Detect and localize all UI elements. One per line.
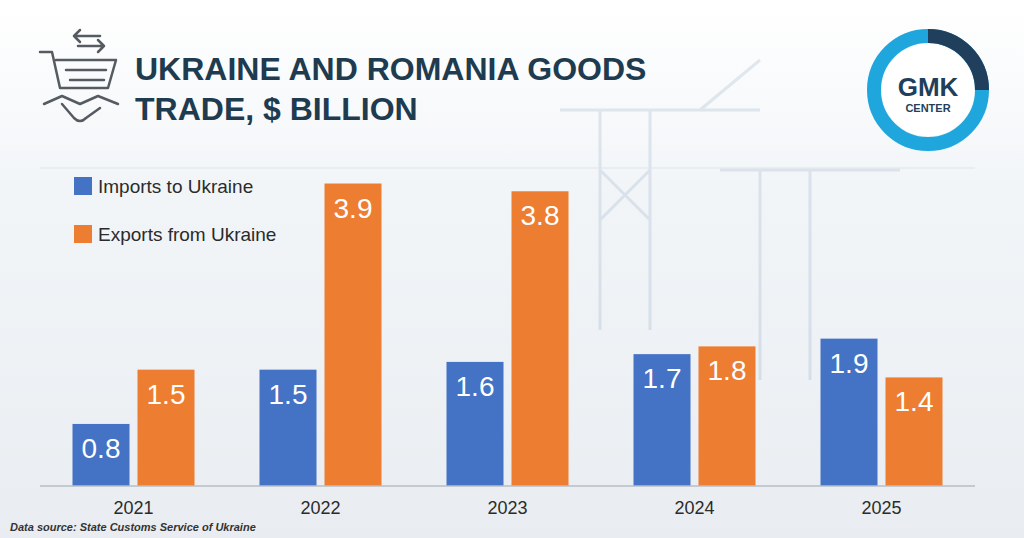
data-label: 1.5 — [147, 379, 186, 410]
x-tick-label: 2025 — [861, 498, 901, 518]
data-label: 1.9 — [830, 348, 869, 379]
background — [0, 0, 1024, 538]
bar — [73, 424, 130, 486]
bar — [886, 377, 943, 486]
bar — [634, 354, 691, 486]
source-note: Data source: State Customs Service of Uk… — [10, 521, 256, 533]
bars — [73, 184, 943, 486]
legend-swatch — [74, 177, 92, 195]
chart-root: UKRAINE AND ROMANIA GOODS TRADE, $ BILLIO… — [0, 0, 1024, 538]
bar — [512, 191, 569, 486]
crane — [560, 60, 760, 330]
logo-text: GMKCENTER — [898, 72, 959, 114]
title-line: UKRAINE AND ROMANIA GOODS — [135, 51, 646, 87]
x-tick-label: 2024 — [674, 498, 714, 518]
bar — [325, 184, 382, 486]
handshake — [44, 96, 118, 121]
data-label: 1.5 — [269, 379, 308, 410]
data-label: 1.8 — [708, 355, 747, 386]
arrows — [74, 30, 104, 52]
x-tick-label: 2023 — [487, 498, 527, 518]
title: UKRAINE AND ROMANIA GOODS TRADE, $ BILLIO… — [135, 51, 646, 127]
title-icon — [40, 30, 118, 121]
data-label: 3.8 — [521, 200, 560, 231]
logo-ring — [874, 36, 982, 144]
bar — [447, 362, 504, 486]
background-decoration — [560, 60, 900, 380]
legend-label: Exports from Ukraine — [98, 224, 276, 245]
logo-word: GMK — [898, 72, 959, 102]
data-labels: 0.8 1.5 1.5 3.9 1.6 3.8 1.7 1.8 1.9 1.4 — [82, 193, 934, 464]
title-line: TRADE, $ BILLION — [135, 91, 418, 127]
data-label: 1.6 — [456, 371, 495, 402]
cart — [40, 52, 116, 88]
logo-word: CENTER — [905, 102, 950, 114]
cart-lines — [66, 70, 106, 80]
logo-inner — [882, 44, 974, 136]
bar — [821, 339, 878, 486]
x-tick-label: 2021 — [113, 498, 153, 518]
data-label: 1.7 — [643, 363, 682, 394]
logo: GMKCENTER — [874, 36, 982, 144]
data-label: 0.8 — [82, 433, 121, 464]
plot-top-line — [40, 168, 975, 169]
legend: Imports to Ukraine Exports from Ukraine — [74, 176, 276, 245]
bar — [260, 370, 317, 486]
x-tick-label: 2022 — [300, 498, 340, 518]
legend-label: Imports to Ukraine — [98, 176, 253, 197]
bar — [138, 370, 195, 486]
data-label: 1.4 — [895, 386, 934, 417]
data-label: 3.9 — [334, 193, 373, 224]
x-axis-line — [40, 485, 975, 487]
bar — [699, 346, 756, 486]
legend-swatch — [74, 225, 92, 243]
